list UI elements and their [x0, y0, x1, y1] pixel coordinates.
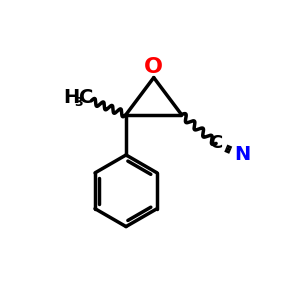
Text: C: C — [209, 134, 223, 152]
Text: 3: 3 — [74, 96, 83, 109]
Text: H: H — [64, 88, 80, 107]
Text: N: N — [234, 146, 250, 164]
Text: O: O — [144, 57, 163, 77]
Text: C: C — [79, 88, 93, 107]
